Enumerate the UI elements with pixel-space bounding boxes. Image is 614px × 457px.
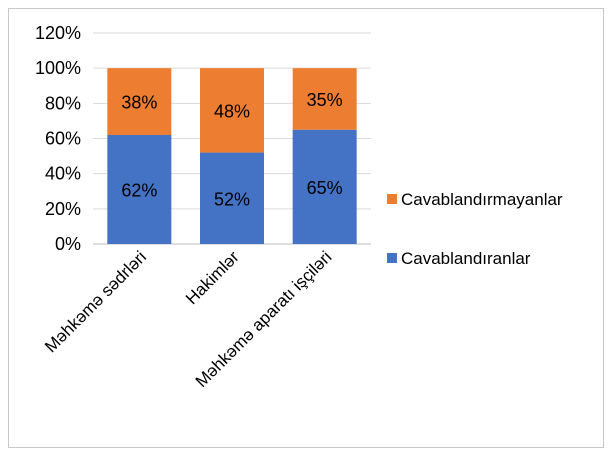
data-label: 52% [214,189,250,209]
bar-segment [200,68,264,153]
y-tick-label: 100% [35,58,81,78]
legend: Cavablandırmayanlar Cavablandıranlar [387,190,563,268]
bars [107,68,357,244]
data-label: 38% [121,93,157,113]
x-tick-label: Məhkəmə sədrləri [41,247,150,356]
legend-swatch [387,253,397,263]
stacked-bar-chart: 0% 20% 40% 60% 80% 100% 120% 62% 38% 52% 48% 65% 35… [35,23,563,391]
bar-segment [292,68,357,130]
bar-segment [107,134,172,244]
bar-segment [107,68,172,135]
y-tick-label: 120% [35,23,81,43]
legend-label: Cavablandırmayanlar [401,190,563,209]
legend-swatch [387,194,397,204]
y-axis: 0% 20% 40% 60% 80% 100% 120% [35,23,81,254]
data-labels: 62% 38% 52% 48% 65% 35% [121,90,342,209]
y-tick-label: 0% [55,234,81,254]
legend-label: Cavablandıranlar [401,249,531,268]
data-label: 48% [214,101,250,121]
x-tick-label: Hakimlər [182,247,243,308]
data-label: 65% [307,178,343,198]
y-tick-label: 40% [45,164,81,184]
data-label: 62% [121,180,157,200]
bar-segment [292,129,357,244]
data-label: 35% [307,90,343,110]
bar-segment [200,152,264,244]
y-tick-label: 20% [45,199,81,219]
y-tick-label: 80% [45,93,81,113]
chart-frame: 0% 20% 40% 60% 80% 100% 120% 62% 38% 52% 48% 65% 35… [8,8,604,448]
y-tick-label: 60% [45,129,81,149]
